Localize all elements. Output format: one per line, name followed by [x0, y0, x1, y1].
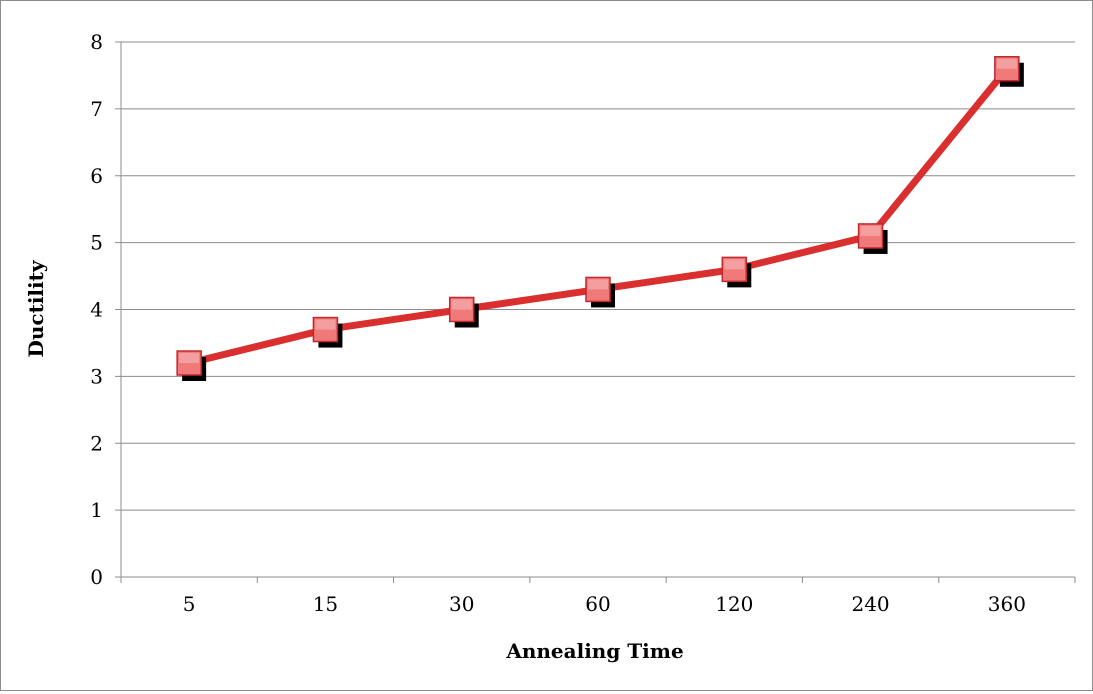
marker-highlight: [724, 259, 745, 270]
markers: [176, 56, 1024, 381]
series: [185, 65, 1011, 367]
data-point-marker: [857, 223, 888, 254]
x-tick-label: 240: [851, 592, 889, 616]
x-tick-label: 360: [988, 592, 1026, 616]
data-point-marker: [176, 350, 207, 381]
data-point-marker: [585, 276, 615, 308]
x-tick-label: 5: [183, 592, 196, 616]
x-tick-label: 15: [313, 592, 338, 616]
series-line: [185, 65, 1011, 367]
y-tick-label: 4: [90, 298, 103, 322]
y-tick-label: 8: [90, 30, 103, 54]
y-tick-label: 5: [90, 231, 103, 255]
marker-highlight: [179, 353, 200, 363]
marker-square: [448, 296, 475, 323]
marker-square: [312, 316, 339, 343]
x-axis-title: Annealing Time: [505, 639, 683, 663]
y-tick-label: 7: [90, 97, 103, 121]
y-tick-label: 0: [90, 565, 103, 589]
marker-highlight: [996, 58, 1017, 69]
marker-highlight: [315, 319, 336, 330]
y-axis-title: Ductility: [24, 259, 48, 357]
y-tick-labels: 0 1 2 3 4 5 6 7 8: [90, 30, 103, 589]
marker-highlight: [588, 279, 608, 290]
marker-square: [994, 56, 1020, 82]
marker-square: [721, 256, 748, 283]
data-point-marker: [721, 256, 752, 288]
y-tick-label: 1: [90, 498, 103, 522]
data-point-marker: [312, 316, 343, 348]
axes: [115, 41, 1076, 583]
x-tick-labels: 5 15 30 60 120 240 360: [183, 592, 1026, 616]
y-tick-label: 2: [90, 431, 103, 455]
marker-square: [857, 223, 884, 249]
x-tick-label: 60: [585, 592, 610, 616]
marker-square: [585, 276, 611, 303]
marker-square: [176, 350, 202, 376]
data-point-marker: [994, 56, 1024, 87]
y-tick-label: 6: [90, 164, 103, 188]
gridlines: [121, 41, 1075, 511]
y-tick-label: 3: [90, 364, 103, 388]
data-point-marker: [448, 296, 479, 328]
x-tick-label: 30: [449, 592, 474, 616]
marker-highlight: [860, 225, 881, 236]
x-tick-label: 120: [715, 592, 753, 616]
marker-highlight: [451, 299, 472, 310]
